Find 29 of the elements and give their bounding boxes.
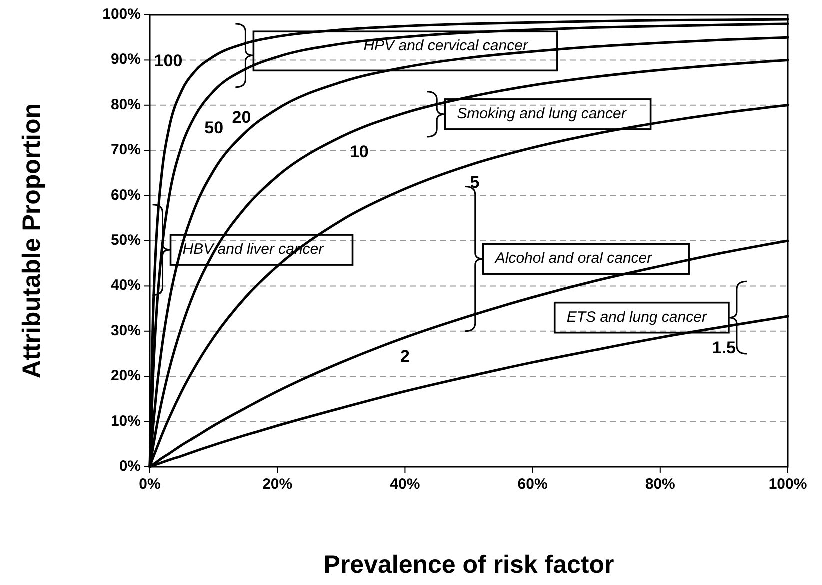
x-axis-title: Prevalence of risk factor	[324, 551, 614, 579]
annotation: ETS and lung cancer	[566, 308, 708, 326]
series-label: 1.5	[712, 338, 736, 358]
y-tick-label: 10%	[110, 412, 141, 430]
y-tick-label: 40%	[110, 277, 141, 294]
y-tick-label: 70%	[110, 142, 141, 159]
series-label: 5	[470, 173, 480, 192]
x-tick-label: 60%	[518, 476, 548, 493]
y-tick-label: 50%	[110, 232, 141, 249]
series-label: 10	[350, 142, 369, 162]
annotation: Smoking and lung cancer	[457, 105, 628, 122]
y-tick-label: 0%	[119, 458, 141, 475]
x-tick-label: 20%	[262, 476, 293, 493]
x-tick-label: 40%	[390, 476, 420, 493]
y-tick-label: 80%	[110, 96, 141, 114]
series-label: 100	[154, 51, 183, 70]
y-tick-label: 30%	[110, 322, 141, 340]
y-axis-title: Attributable Proportion	[18, 104, 46, 378]
y-tick-label: 100%	[102, 6, 141, 23]
series-label: 50	[204, 118, 224, 138]
y-tick-label: 20%	[110, 368, 141, 385]
x-tick-label: 100%	[768, 476, 808, 493]
y-tick-label: 60%	[110, 186, 141, 204]
annotation: Alcohol and oral cancer	[494, 250, 654, 268]
y-tick-label: 90%	[110, 51, 141, 68]
series-label: 20	[232, 108, 252, 128]
series-label: 2	[400, 347, 410, 366]
x-tick-label: 80%	[645, 476, 676, 493]
x-tick-label: 0%	[139, 476, 161, 493]
